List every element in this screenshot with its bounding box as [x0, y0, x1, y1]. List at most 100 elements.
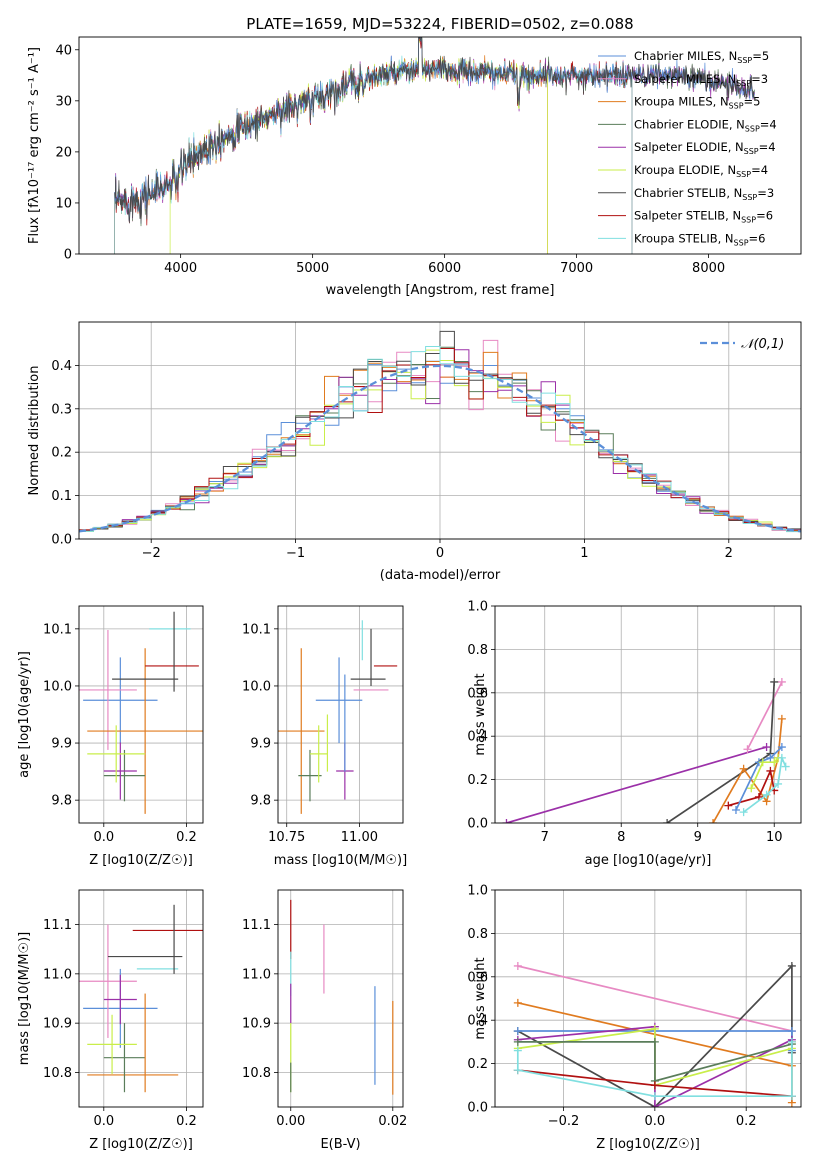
x-tick-label: 0 [436, 546, 444, 561]
weight-marker [663, 819, 672, 823]
weight-marker [777, 753, 786, 762]
x-tick-label: −0.2 [548, 1114, 580, 1129]
weight-marker [787, 1037, 796, 1046]
y-tick-label: 0.2 [467, 773, 488, 788]
x-axis-label: age [log10(age/yr)] [585, 853, 712, 868]
weight-marker [650, 1092, 659, 1101]
y-tick-label: 10 [55, 196, 72, 211]
figure-title: PLATE=1659, MJD=53224, FIBERID=0502, z=0… [246, 15, 633, 33]
axes-frame [78, 36, 802, 255]
x-axis-label: Z [log10(Z/Z☉)] [89, 853, 193, 868]
x-tick-label: 7 [541, 830, 549, 845]
y-tick-label: 10.9 [242, 1017, 271, 1032]
weight-marker [513, 1066, 522, 1075]
weight-series-4 [728, 768, 776, 807]
weight-marker [762, 743, 771, 752]
weight-marker [747, 784, 756, 793]
y-tick-label: 9.9 [51, 737, 72, 752]
x-axis-label: Z [log10(Z/Z☉)] [596, 1137, 700, 1152]
axes-frame [494, 889, 802, 1108]
weight-marker [731, 805, 740, 814]
x-tick-label: −2 [142, 546, 161, 561]
weight-series-5 [735, 746, 783, 811]
x-tick-label: 0.2 [736, 1114, 757, 1129]
weight-marker [502, 819, 511, 823]
weight-marker [513, 1027, 522, 1036]
mass-vs-z-panel: 0.0 0.2 10.8 10.9 11.0 11.1 Z [log10(Z/Z☉)] mas… [17, 889, 204, 1152]
histogram-8 [79, 346, 801, 534]
y-tick-label: 1.0 [467, 884, 488, 899]
weight-marker [650, 1081, 659, 1090]
x-tick-label: 0.0 [93, 830, 114, 845]
x-tick-label: 11.00 [341, 830, 378, 845]
weight-series-0 [517, 965, 793, 1032]
x-tick-label: 4000 [164, 261, 197, 276]
y-tick-label: 0.4 [467, 730, 488, 745]
y-tick-label: 1.0 [467, 600, 488, 615]
legend-entry: Salpeter MILES, NSSP=3 [634, 72, 768, 88]
y-tick-label: 11.1 [242, 918, 271, 933]
y-tick-label: 0.8 [467, 643, 488, 658]
y-tick-label: 10.1 [242, 622, 271, 637]
y-tick-label: 10.0 [242, 679, 271, 694]
y-axis-label: Flux [fλ10⁻¹⁷ erg cm⁻² s⁻¹ A⁻¹] [27, 47, 42, 244]
weight-marker [650, 1024, 659, 1033]
x-tick-label: 6000 [428, 261, 461, 276]
weight-series-0 [506, 746, 767, 823]
age-vs-mass-panel: 10.75 11.00 9.8 9.9 10.0 10.1 mass [log10(M/M☉… [242, 605, 407, 868]
weight-marker [762, 790, 771, 799]
legend-entry: Chabrier ELODIE, NSSP=4 [634, 117, 777, 133]
weight-marker [787, 961, 796, 970]
weight-marker [787, 1092, 796, 1101]
y-tick-label: 0.4 [51, 359, 72, 374]
x-tick-label: 0.02 [378, 1114, 407, 1129]
y-tick-label: 9.9 [250, 737, 271, 752]
spectrum-line-6 [114, 37, 755, 224]
y-tick-label: 20 [55, 145, 72, 160]
x-tick-label: −1 [286, 546, 305, 561]
error-point [298, 749, 322, 802]
weight-marker [777, 714, 786, 723]
error-point [309, 725, 328, 783]
x-tick-label: 5000 [296, 261, 329, 276]
legend-entry: Kroupa STELIB, NSSP=6 [634, 231, 765, 247]
legend-entry: Salpeter STELIB, NSSP=6 [634, 209, 773, 225]
y-tick-label: 9.8 [51, 794, 72, 809]
x-tick-label: 0.00 [276, 1114, 305, 1129]
y-tick-label: 0.0 [467, 1101, 488, 1116]
weight-series-2 [517, 963, 793, 1107]
residuals-panel: −2 −1 0 1 2 0.0 0.1 0.2 0.3 0.4 𝒩(0,1) (data-model)… [27, 321, 802, 583]
weight-marker [513, 1046, 522, 1055]
spectrum-line-1 [114, 37, 633, 254]
weight-marker [766, 753, 775, 762]
y-tick-label: 11.1 [43, 918, 72, 933]
y-tick-label: 0.3 [51, 402, 72, 417]
x-axis-label: mass [log10(M/M☉)] [274, 853, 407, 868]
weight-marker [787, 1027, 796, 1036]
y-tick-label: 10.8 [43, 1066, 72, 1081]
x-axis-label: wavelength [Angstrom, rest frame] [326, 283, 555, 298]
legend-entry: Salpeter ELODIE, NSSP=4 [634, 140, 776, 156]
y-tick-label: 0.6 [467, 686, 488, 701]
x-tick-label: 10 [766, 830, 783, 845]
normal-curve [79, 364, 801, 533]
weight-vs-z-panel: −0.2 0.0 0.2 0.0 0.2 0.4 0.6 0.8 1.0 Z [log10(Z/Z… [467, 884, 802, 1152]
error-point [87, 1014, 137, 1074]
weight-series-1 [746, 681, 783, 750]
weight-marker [513, 998, 522, 1007]
axes-frame [78, 321, 802, 540]
y-axis-label: mass weight [473, 957, 488, 1039]
error-point [79, 629, 137, 750]
y-tick-label: 10.1 [43, 622, 72, 637]
x-tick-label: 0.2 [176, 1114, 197, 1129]
spectrum-line-8 [114, 37, 633, 254]
spectrum-line-5 [169, 37, 548, 254]
error-point [103, 1023, 146, 1093]
axes-frame [78, 889, 204, 1108]
x-tick-label: 8 [617, 830, 625, 845]
error-point [87, 648, 203, 814]
weight-marker [743, 745, 752, 754]
y-tick-label: 40 [55, 43, 72, 58]
x-tick-label: 8000 [692, 261, 725, 276]
